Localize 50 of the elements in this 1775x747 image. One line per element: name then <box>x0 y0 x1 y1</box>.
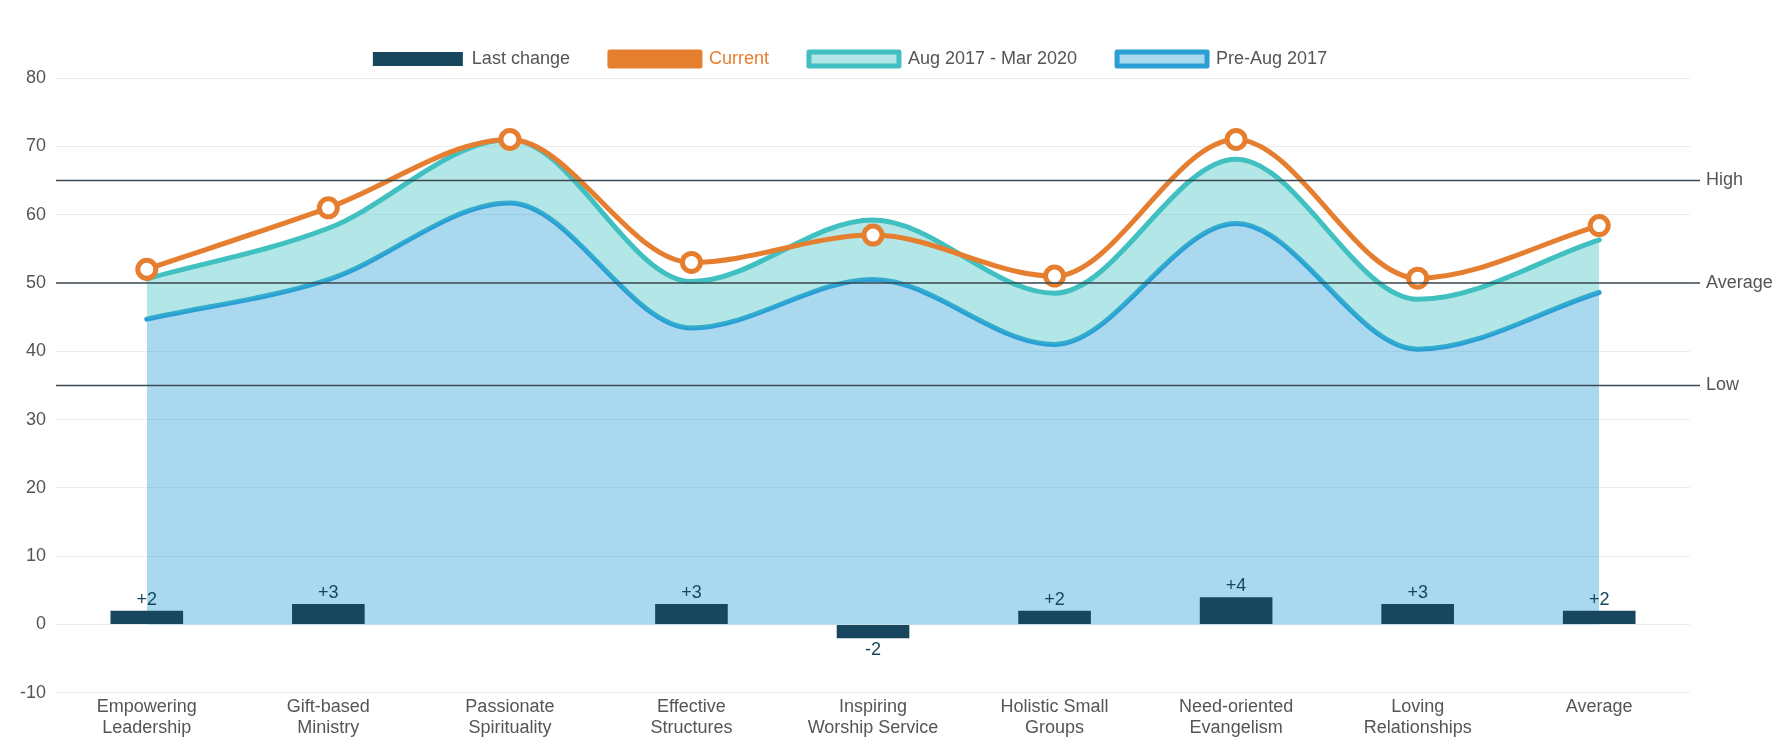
y-tick-label: 50 <box>25 271 47 292</box>
bar <box>836 624 910 639</box>
y-tick-label: 80 <box>25 66 47 87</box>
text: Current <box>708 47 769 68</box>
y-tick-label: 70 <box>25 135 47 156</box>
bar <box>292 604 365 624</box>
legend-label: Last change <box>471 47 570 68</box>
bar <box>1562 610 1636 624</box>
data-label: +2 <box>1044 588 1065 609</box>
point <box>1043 264 1067 288</box>
bar <box>110 610 184 624</box>
point <box>498 127 522 151</box>
ref-line-label: Low <box>1706 374 1741 395</box>
bar <box>1018 610 1091 624</box>
point <box>1224 127 1248 151</box>
data-label: +3 <box>681 581 702 602</box>
data-label: -2 <box>865 639 882 660</box>
x-tick-label: Average <box>1565 695 1633 716</box>
y-tick-label: 60 <box>25 203 47 224</box>
point <box>679 250 703 274</box>
x-tick-label: Holistic Small Groups <box>1000 695 1109 738</box>
x-tick-label: Loving Relationships <box>1363 695 1472 738</box>
legend-label: Pre-Aug 2017 <box>1216 47 1328 68</box>
x-tick-label: Need-oriented Evangelism <box>1179 695 1294 738</box>
x-tick-label: Inspiring Worship Service <box>807 695 939 738</box>
point <box>861 223 885 247</box>
data-label: +4 <box>1225 575 1247 596</box>
data-label: +2 <box>1588 588 1610 609</box>
ref-line-label: High <box>1706 169 1744 190</box>
x-tick-label: Passionate Spirituality <box>465 695 555 738</box>
bar <box>655 604 728 624</box>
point <box>135 257 159 281</box>
y-tick-label: 10 <box>25 545 47 566</box>
ref-line-label: Average <box>1706 271 1773 292</box>
x-tick-label: Effective Structures <box>650 695 733 738</box>
bar <box>1199 597 1273 624</box>
y-tick-label: 30 <box>25 408 47 429</box>
point <box>316 196 340 220</box>
data-label: +3 <box>318 581 339 602</box>
data-label: +2 <box>136 588 158 609</box>
y-tick-label: 20 <box>25 476 47 497</box>
x-tick-label: Gift-based Ministry <box>286 695 370 738</box>
y-tick-label: 40 <box>25 340 47 361</box>
y-tick-label: 0 <box>36 613 47 634</box>
y-tick-label: -10 <box>20 681 47 702</box>
data-label: +3 <box>1407 581 1428 602</box>
legend-label: Aug 2017 - Mar 2020 <box>907 47 1078 68</box>
bar <box>1381 604 1454 624</box>
x-tick-label: Empowering Leadership <box>96 695 197 738</box>
point <box>1587 214 1611 238</box>
